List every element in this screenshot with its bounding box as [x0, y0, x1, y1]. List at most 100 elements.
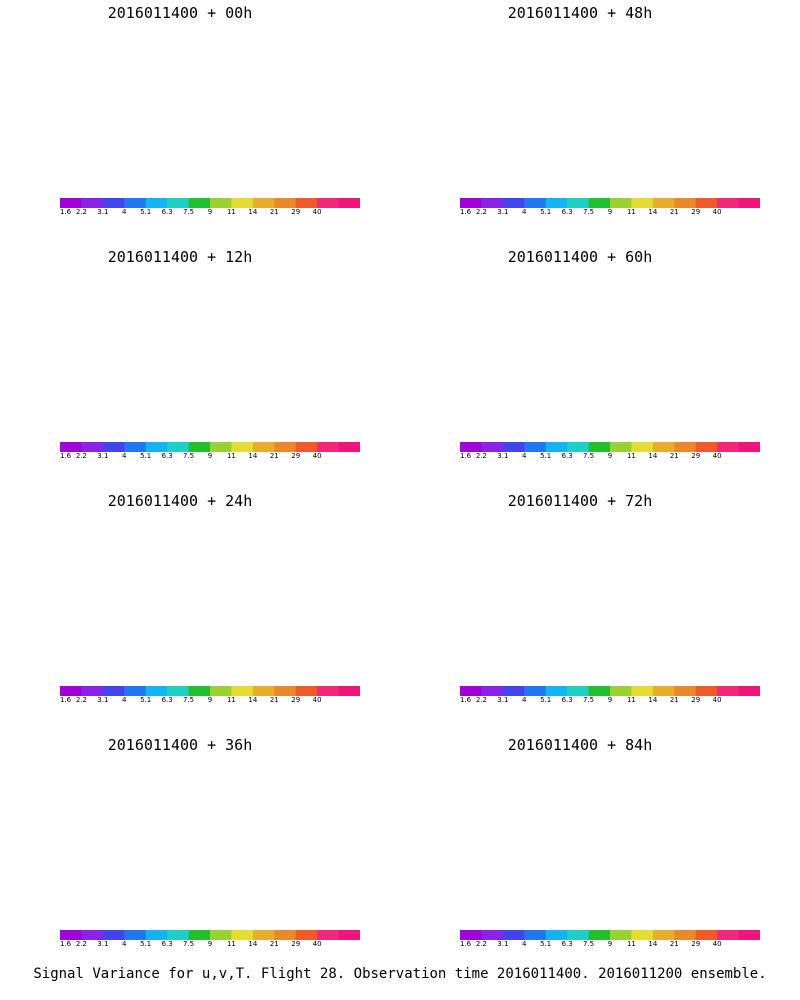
- map-panel: 2016011400 + 00h 1.6 2.2 3.1 4 5.1 6.3 7.5 9 11 14…: [0, 0, 360, 245]
- colorbar-swatch: [102, 198, 125, 208]
- colorbar-swatch: [145, 442, 168, 452]
- colorbar-swatch: [338, 930, 360, 940]
- colorbar-swatch: [102, 686, 125, 696]
- colorbar-swatch: [295, 198, 318, 208]
- colorbar-tick-label: 3.1: [97, 452, 109, 460]
- colorbar-swatch: [502, 198, 525, 208]
- colorbar-tick-label: 21: [669, 208, 679, 216]
- colorbar-swatch: [81, 442, 104, 452]
- panel-title: 2016011400 + 00h: [107, 4, 253, 22]
- colorbar-tick-label: 21: [269, 696, 279, 704]
- colorbar-swatch: [81, 198, 104, 208]
- colorbar-swatch: [545, 198, 568, 208]
- colorbar-swatch: [295, 442, 318, 452]
- colorbar-swatch: [524, 686, 547, 696]
- colorbar-swatch: [460, 930, 482, 940]
- colorbar-swatch: [210, 930, 232, 940]
- colorbar: 1.6 2.2 3.1 4 5.1 6.3 7.5 9 11 14 21 29 40: [460, 198, 760, 218]
- colorbar-tick-label: 9: [207, 452, 213, 460]
- colorbar-tick-label: 7.5: [182, 696, 195, 704]
- colorbar-tick-label: 1.6: [460, 208, 472, 216]
- colorbar-tick-label: 6.3: [161, 452, 173, 460]
- colorbar-swatch: [124, 930, 147, 940]
- colorbar-swatch: [674, 930, 697, 940]
- colorbar-swatch: [274, 930, 297, 940]
- colorbar-tick-label: 40: [712, 940, 722, 948]
- colorbar-tick-label: 3.1: [97, 208, 109, 216]
- colorbar-tick-label: 6.3: [561, 208, 573, 216]
- colorbar-swatch: [188, 442, 211, 452]
- colorbar-swatch: [188, 198, 211, 208]
- colorbar-tick-label: 29: [691, 940, 701, 948]
- colorbar: 1.6 2.2 3.1 4 5.1 6.3 7.5 9 11 14 21 29 40: [460, 442, 760, 462]
- colorbar-swatch: [610, 930, 632, 940]
- variance-map: [400, 270, 800, 465]
- colorbar-swatch: [524, 198, 547, 208]
- colorbar-swatch: [652, 198, 675, 208]
- panel-title: 2016011400 + 12h: [107, 248, 253, 266]
- colorbar-tick-label: 29: [291, 452, 301, 460]
- colorbar-tick-label: 7.5: [182, 208, 195, 216]
- colorbar-tick-label: 1.6: [60, 696, 72, 704]
- colorbar-swatch: [338, 198, 360, 208]
- colorbar-swatch: [274, 442, 297, 452]
- colorbar: 1.6 2.2 3.1 4 5.1 6.3 7.5 9 11 14 21 29 40: [60, 686, 360, 706]
- colorbar-swatch: [695, 442, 718, 452]
- colorbar-swatch: [610, 198, 632, 208]
- colorbar-tick-label: 11: [226, 208, 236, 216]
- colorbar-tick-label: 14: [248, 940, 258, 948]
- colorbar-tick-label: 11: [226, 940, 236, 948]
- colorbar-swatch: [167, 930, 190, 940]
- variance-map: [400, 758, 800, 953]
- panel-title: 2016011400 + 24h: [107, 492, 253, 510]
- colorbar-tick-label: 7.5: [182, 940, 195, 948]
- colorbar-tick-label: 11: [626, 208, 636, 216]
- colorbar-swatch: [502, 930, 525, 940]
- colorbar-swatch: [652, 930, 675, 940]
- colorbar-tick-label: 14: [648, 452, 658, 460]
- colorbar-swatch: [231, 198, 254, 208]
- colorbar-swatch: [252, 930, 275, 940]
- colorbar-swatch: [524, 930, 547, 940]
- colorbar-swatch: [167, 198, 190, 208]
- colorbar-tick-label: 3.1: [497, 208, 509, 216]
- map-panel: 2016011400 + 60h 1.6 2.2 3.1 4 5.1 6.3 7.5 9 11 14…: [400, 244, 760, 489]
- colorbar-tick-label: 6.3: [561, 696, 573, 704]
- colorbar-tick-label: 11: [626, 452, 636, 460]
- colorbar-swatch: [567, 930, 590, 940]
- colorbar: 1.6 2.2 3.1 4 5.1 6.3 7.5 9 11 14 21 29 40: [460, 686, 760, 706]
- colorbar-tick-label: 11: [626, 696, 636, 704]
- colorbar-tick-label: 9: [607, 208, 613, 216]
- colorbar-tick-label: 4: [122, 452, 127, 460]
- colorbar-swatch: [188, 686, 211, 696]
- colorbar-tick-label: 40: [712, 208, 722, 216]
- colorbar-tick-label: 6.3: [161, 696, 173, 704]
- colorbar-tick-label: 14: [248, 696, 258, 704]
- colorbar-tick-label: 1.6: [60, 208, 72, 216]
- colorbar-swatch: [610, 686, 632, 696]
- colorbar-swatch: [738, 686, 760, 696]
- colorbar-tick-label: 4: [522, 208, 527, 216]
- colorbar-swatch: [717, 442, 740, 452]
- map-panel: 2016011400 + 36h 1.6 2.2 3.1 4 5.1 6.3 7.5 9 11 14…: [0, 732, 360, 977]
- colorbar-tick-label: 5.1: [140, 452, 152, 460]
- colorbar-tick-label: 14: [248, 208, 258, 216]
- colorbar-swatch: [60, 930, 82, 940]
- colorbar-tick-label: 6.3: [161, 208, 173, 216]
- colorbar-swatch: [60, 198, 82, 208]
- colorbar-tick-label: 2.2: [475, 696, 487, 704]
- colorbar-swatch: [588, 930, 611, 940]
- colorbar-tick-label: 29: [691, 208, 701, 216]
- colorbar-tick-label: 9: [607, 696, 613, 704]
- colorbar-tick-label: 9: [207, 208, 213, 216]
- colorbar-swatch: [460, 686, 482, 696]
- colorbar-swatch: [124, 442, 147, 452]
- colorbar-swatch: [60, 442, 82, 452]
- colorbar-tick-label: 7.5: [182, 452, 195, 460]
- colorbar-swatch: [210, 686, 232, 696]
- colorbar-tick-label: 21: [269, 452, 279, 460]
- colorbar-swatch: [231, 686, 254, 696]
- colorbar-swatch: [338, 442, 360, 452]
- colorbar-swatch: [338, 686, 360, 696]
- colorbar-swatch: [231, 930, 254, 940]
